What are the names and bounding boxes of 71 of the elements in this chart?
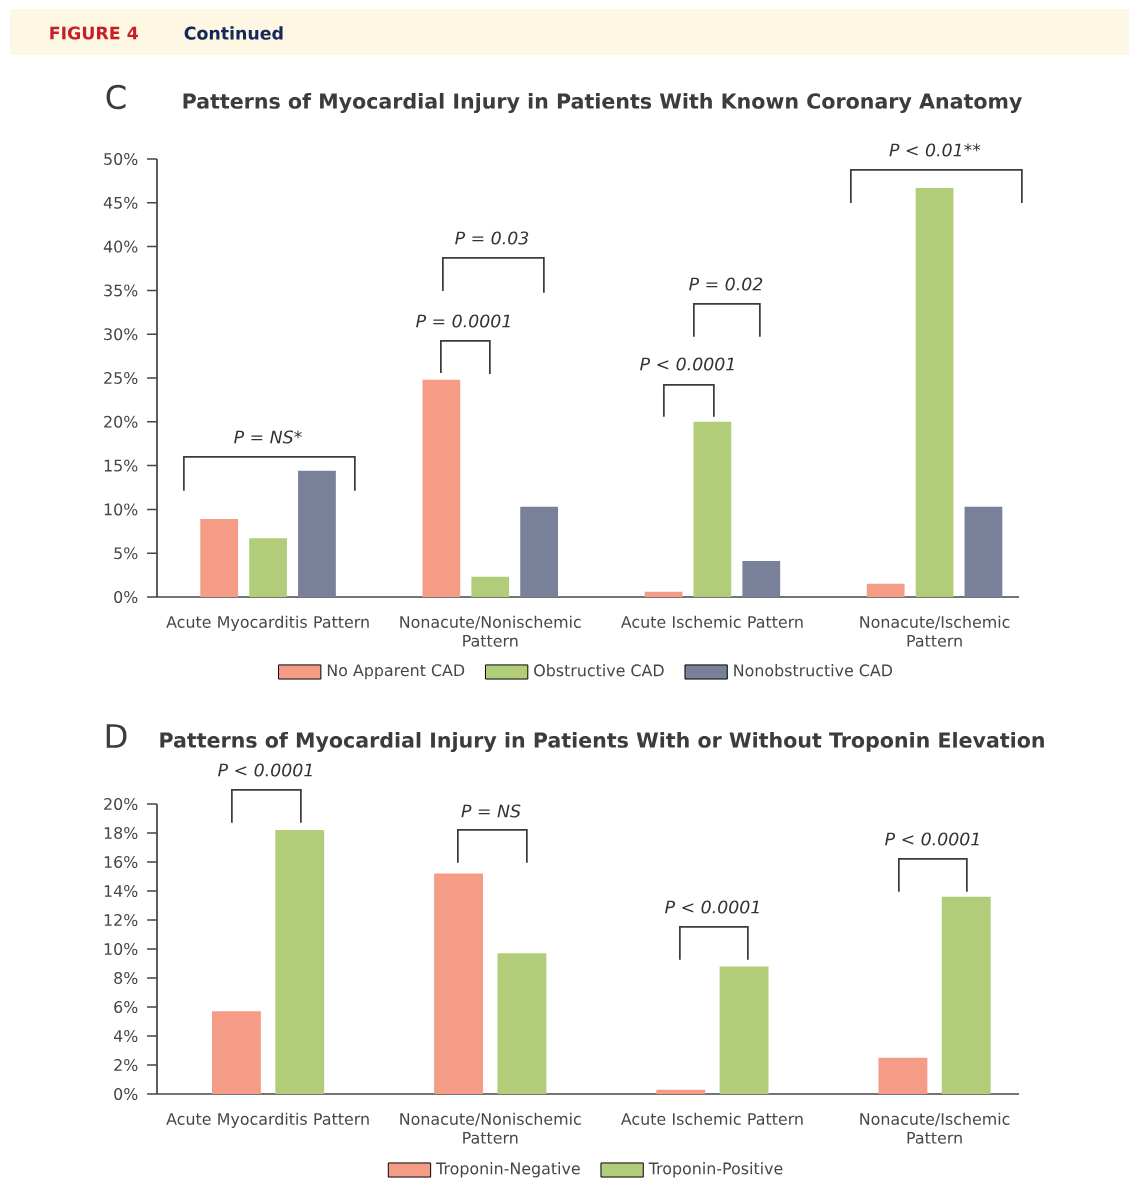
x-tick-label: Acute Ischemic Pattern [620, 615, 803, 628]
annotation: P < 0.0001 [665, 900, 759, 914]
bar [915, 187, 954, 597]
bar [471, 576, 510, 597]
legend-label: Troponin-Positive [648, 1162, 783, 1178]
bar [742, 561, 781, 597]
text: P < 0.0001 [218, 763, 312, 777]
y-tick-label: 6% [114, 1000, 138, 1014]
bar [275, 830, 325, 1094]
y-tick-label: 10% [104, 942, 138, 956]
bar [249, 538, 287, 597]
y-tick-label: 4% [113, 1029, 138, 1043]
bar [298, 470, 336, 597]
text: P < 0.01** [889, 143, 981, 157]
annotation: P = 0.02 [689, 277, 763, 291]
y-tick-label: 5% [114, 547, 138, 560]
x-tick-label: Acute Myocarditis Pattern [166, 1112, 369, 1129]
annotation: P = 0.0001 [416, 314, 510, 328]
x-tick-label: Acute Ischemic Pattern [620, 1112, 803, 1125]
y-tick-label: 30% [104, 328, 138, 341]
y-tick-label: 45% [103, 196, 138, 209]
y-tick-label: 0% [114, 590, 138, 604]
bar [878, 1057, 928, 1094]
x-tick-label: Nonacute/Ischemic Pattern [860, 1112, 1010, 1144]
text: Continued [184, 26, 283, 40]
bar [644, 591, 683, 597]
annotation: P < 0.0001 [885, 832, 979, 846]
bar [497, 953, 547, 1094]
bar [422, 379, 461, 597]
chart-title: Patterns of Myocardial Injury in Patients With Known Coronary Anatomy [183, 92, 1022, 114]
y-tick-label: 14% [104, 884, 138, 898]
x-tick-label: Acute Myocarditis Pattern [166, 615, 369, 632]
y-tick-label: 16% [104, 855, 138, 869]
bar [866, 583, 905, 597]
y-tick-label: 35% [104, 284, 138, 297]
bar [941, 896, 991, 1094]
bar [212, 1011, 261, 1094]
bar [964, 506, 1003, 597]
y-tick-label: 25% [104, 371, 138, 385]
y-tick-label: 15% [104, 459, 138, 472]
x-tick-label: Nonacute/Nonischemic Pattern [400, 1112, 581, 1144]
bar [200, 519, 239, 597]
y-tick-label: 18% [104, 826, 138, 840]
y-tick-label: 0% [114, 1087, 138, 1101]
y-tick-label: 12% [104, 913, 138, 927]
bar [693, 421, 732, 597]
legend-label: Troponin-Negative [436, 1162, 580, 1178]
y-tick-label: 50% [104, 153, 138, 166]
legend-label: No Apparent CAD [327, 664, 465, 680]
annotation: P = NS* [234, 430, 302, 444]
x-tick-label: Nonacute/Nonischemic Pattern [400, 615, 581, 647]
caption: FIGURE 4 [50, 26, 138, 40]
y-tick-label: 20% [104, 797, 138, 811]
annotation: P < 0.0001 [640, 357, 734, 371]
y-tick-label: 10% [104, 503, 138, 516]
x-tick-label: Nonacute/Ischemic Pattern [860, 615, 1010, 647]
annotation: P = NS [461, 804, 521, 818]
text: D [106, 724, 127, 748]
legend-label: Obstructive CAD [534, 664, 664, 677]
annotation: P = 0.03 [455, 231, 529, 245]
y-tick-label: 2% [114, 1058, 138, 1072]
chart-title: Patterns of Myocardial Injury in Patients With or Without Troponin Elevation [160, 731, 1044, 753]
legend-label: Nonobstructive CAD [734, 664, 893, 677]
bar [520, 506, 559, 597]
bar [719, 966, 769, 1094]
bar [434, 873, 484, 1094]
bar [656, 1089, 706, 1094]
text: C [106, 84, 126, 110]
y-tick-label: 20% [104, 415, 138, 428]
y-tick-label: 8% [114, 971, 138, 985]
y-tick-label: 40% [103, 240, 138, 253]
